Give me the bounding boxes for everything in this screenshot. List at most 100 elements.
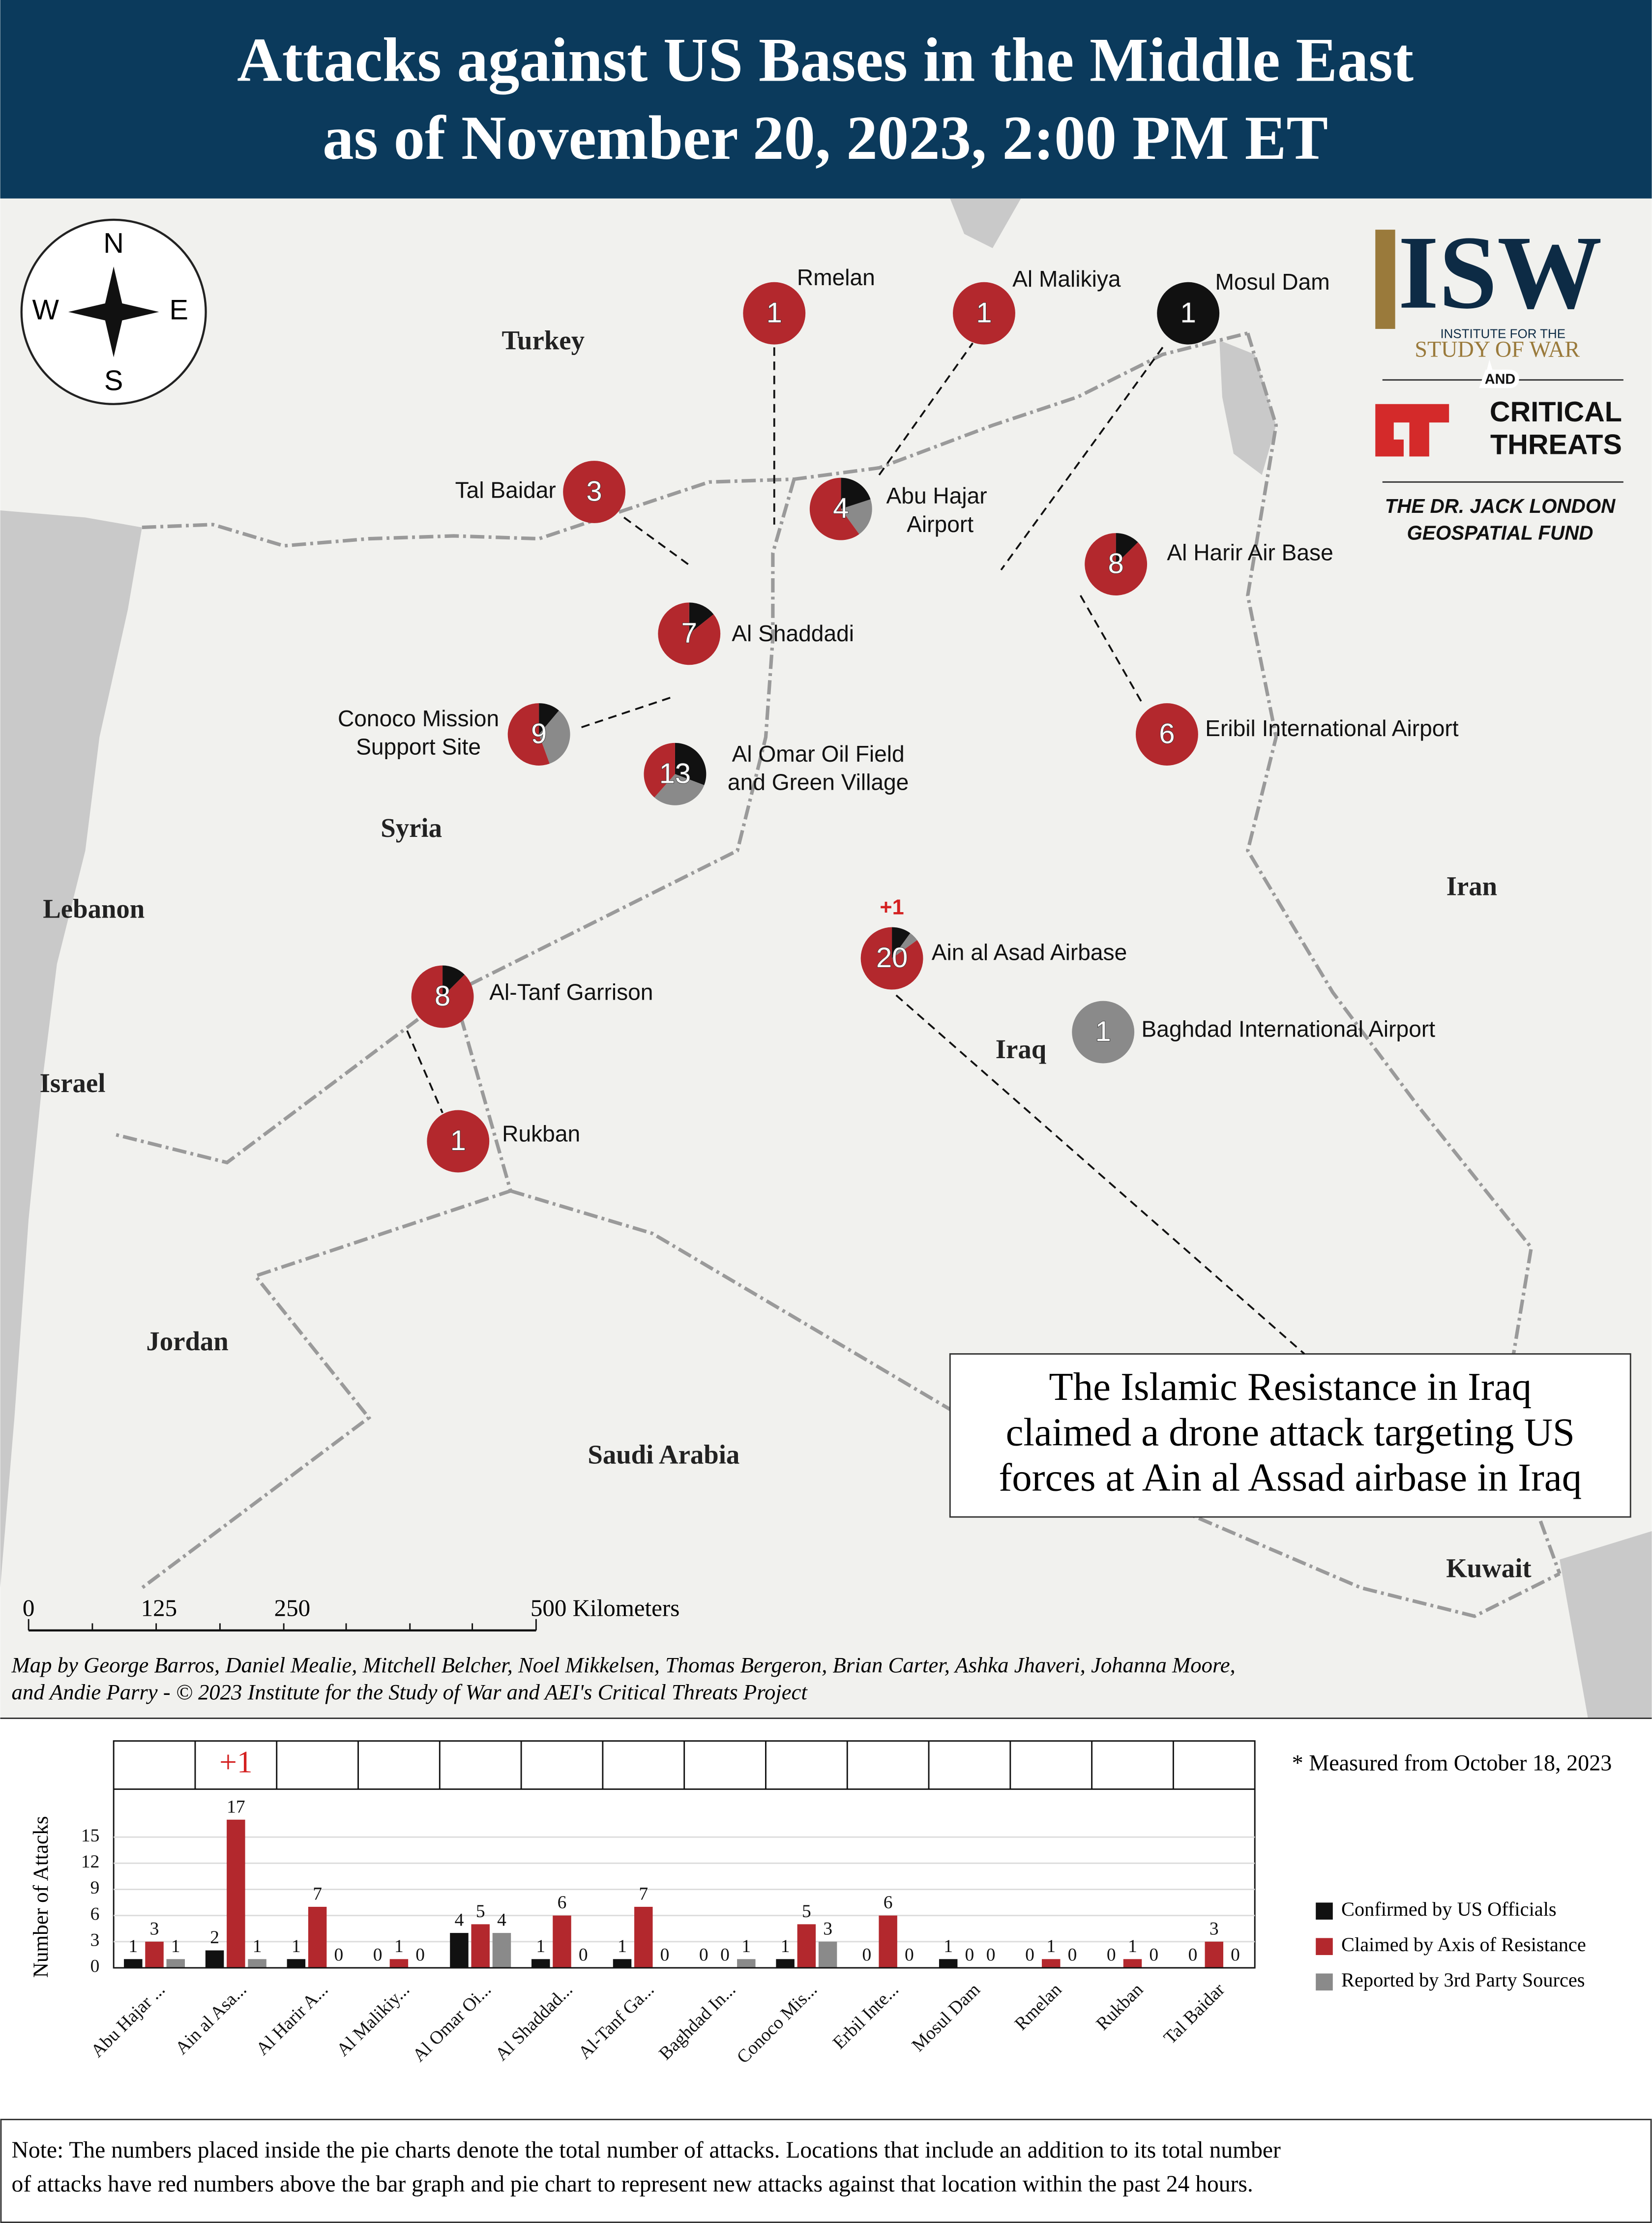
credits: Map by George Barros, Daniel Mealie, Mit…	[11, 1653, 1236, 1677]
note-box	[0, 2119, 1652, 2223]
country-label: Lebanon	[43, 894, 145, 924]
value-label: 1	[1046, 1936, 1056, 1956]
sea	[0, 510, 142, 1588]
pie-slice	[507, 703, 550, 766]
bar	[124, 1959, 143, 1968]
value-label: 1	[394, 1936, 404, 1956]
y-tick-label: 6	[90, 1904, 100, 1924]
value-label: 1	[618, 1936, 627, 1956]
country-label: Iraq	[996, 1034, 1046, 1064]
pie-total: 9	[531, 718, 547, 750]
border	[1245, 332, 1562, 1574]
value-label: 1	[171, 1936, 180, 1956]
value-label: 4	[455, 1910, 464, 1930]
bar	[531, 1959, 550, 1968]
logos: ISW INSTITUTE FOR THE STUDY OF WAR AND C…	[1375, 215, 1623, 544]
new-attacks: +1	[880, 896, 904, 919]
bar	[1205, 1941, 1224, 1968]
sea	[1560, 1531, 1652, 1719]
scale-ticks	[28, 1619, 537, 1630]
pie-slice	[1135, 703, 1198, 766]
title-line: as of November 20, 2023, 2:00 PM ET	[323, 104, 1328, 173]
legend-label: Confirmed by US Officials	[1341, 1898, 1557, 1920]
pie-total: 20	[876, 942, 908, 974]
location-label: Al Harir Air Base	[1167, 540, 1333, 565]
value-label: 6	[558, 1893, 567, 1913]
scale-label: 125	[141, 1595, 177, 1622]
value-label: 0	[1107, 1945, 1116, 1965]
border	[142, 331, 1248, 548]
y-tick-label: 15	[81, 1826, 99, 1846]
scale-label: 250	[274, 1595, 311, 1622]
chart-note: * Measured from October 18, 2023	[1292, 1750, 1612, 1775]
value-label: 1	[741, 1936, 751, 1956]
note-text: Note: The numbers placed inside the pie …	[12, 2137, 1281, 2163]
pie-slice	[675, 742, 707, 785]
isw-logo: ISW	[1398, 215, 1602, 331]
location-label: Eribil International Airport	[1205, 715, 1459, 741]
location-label: Ain al Asad Airbase	[932, 940, 1127, 965]
bar	[205, 1950, 224, 1968]
location-label: Rmelan	[797, 265, 875, 290]
location-label: Airport	[907, 511, 974, 537]
location-label: Mosul Dam	[1215, 269, 1329, 295]
bar	[471, 1924, 490, 1968]
header-bg	[0, 0, 1652, 199]
callout-text: The Islamic Resistance in Iraq	[1049, 1365, 1532, 1409]
bar	[879, 1915, 897, 1968]
compass: N S E W	[20, 218, 207, 405]
note-text: of attacks have red numbers above the ba…	[12, 2171, 1253, 2197]
y-axis-label: Number of Attacks	[29, 1816, 53, 1978]
bar	[634, 1906, 653, 1968]
value-label: 0	[862, 1945, 872, 1965]
pie-total: 1	[450, 1125, 466, 1156]
location-label: Rukban	[502, 1121, 580, 1147]
pie-total: 1	[976, 297, 992, 328]
leader-line	[1000, 347, 1164, 571]
value-label: 5	[476, 1901, 485, 1922]
legend-label: Claimed by Axis of Resistance	[1341, 1933, 1586, 1956]
pie-slice	[427, 1110, 490, 1173]
scale-label: 500 Kilometers	[531, 1595, 679, 1622]
pie-slice	[1157, 282, 1220, 345]
value-label: 0	[720, 1945, 730, 1965]
and: AND	[1485, 371, 1515, 387]
new-attacks: +1	[219, 1744, 252, 1779]
value-label: 0	[1068, 1945, 1077, 1965]
value-label: 3	[1210, 1919, 1219, 1939]
fund: GEOSPATIAL FUND	[1407, 522, 1593, 544]
country-label: Israel	[40, 1068, 106, 1098]
value-label: 1	[128, 1936, 138, 1956]
pie-slice	[953, 282, 1015, 345]
value-label: 0	[986, 1945, 996, 1965]
pie-slice	[892, 927, 911, 959]
location-label: Abu Hajar	[886, 483, 987, 508]
country-label: Saudi Arabia	[588, 1440, 739, 1470]
ct-text: THREATS	[1490, 429, 1622, 460]
value-label: 0	[1149, 1945, 1158, 1965]
pie-slice	[1072, 1001, 1135, 1064]
pie-total: 6	[1159, 718, 1175, 750]
bar	[145, 1941, 164, 1968]
value-label: 7	[639, 1884, 648, 1904]
value-label: 1	[1128, 1936, 1137, 1956]
pie-slice	[860, 927, 923, 990]
pie-slice	[658, 602, 721, 665]
pie-slice	[442, 965, 465, 997]
pie-slice	[841, 499, 872, 534]
bar	[492, 1933, 511, 1968]
pie-total: 13	[659, 758, 691, 789]
fund: THE DR. JACK LONDON	[1385, 495, 1616, 517]
isw-sub: INSTITUTE FOR THE	[1440, 327, 1565, 341]
value-label: 0	[1188, 1945, 1198, 1965]
callout-text: forces at Ain al Assad airbase in Iraq	[999, 1456, 1582, 1500]
value-label: 0	[1231, 1945, 1240, 1965]
location-label: Al Omar Oil Field	[732, 741, 905, 767]
leader-line	[895, 994, 1305, 1355]
location-label: Tal Baidar	[455, 477, 556, 503]
bar	[797, 1924, 816, 1968]
location-label: Conoco Mission	[338, 706, 499, 731]
bar	[613, 1959, 632, 1968]
value-label: 1	[292, 1936, 301, 1956]
